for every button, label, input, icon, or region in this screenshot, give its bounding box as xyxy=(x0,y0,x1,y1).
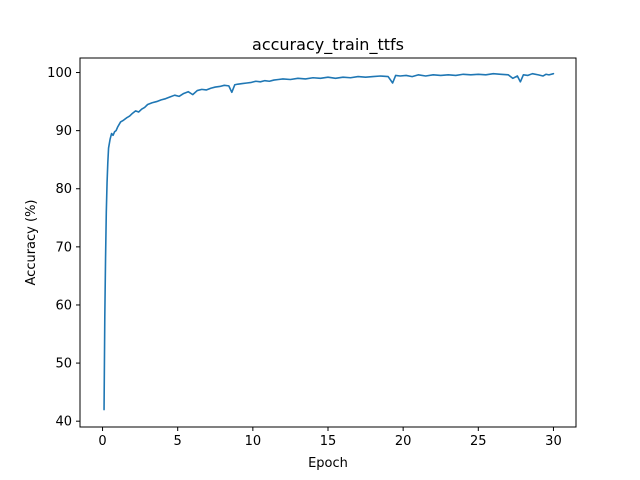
x-tick-label: 25 xyxy=(470,434,487,449)
y-tick-label: 60 xyxy=(55,298,72,313)
y-tick-label: 90 xyxy=(55,124,72,139)
series-layer xyxy=(103,72,555,411)
y-tick-label: 50 xyxy=(55,357,72,372)
chart-title: accuracy_train_ttfs xyxy=(252,35,404,55)
y-tick-label: 70 xyxy=(55,240,72,255)
y-tick-label: 100 xyxy=(47,66,72,81)
x-axis-label: Epoch xyxy=(308,456,348,471)
x-tick-label: 10 xyxy=(245,434,262,449)
y-tick-label: 40 xyxy=(55,415,72,430)
x-tick-label: 30 xyxy=(545,434,562,449)
series-line xyxy=(103,72,555,411)
x-tick-label: 15 xyxy=(320,434,337,449)
y-axis: 40 50 60 70 80 90 100 xyxy=(47,66,80,430)
x-axis: 0 5 10 15 20 25 30 xyxy=(98,427,562,449)
x-tick-label: 20 xyxy=(395,434,412,449)
x-tick-label: 0 xyxy=(98,434,106,449)
plot-area-frame xyxy=(79,57,577,428)
x-tick-label: 5 xyxy=(174,434,182,449)
y-tick-label: 80 xyxy=(55,182,72,197)
y-axis-label: Accuracy (%) xyxy=(24,200,39,286)
